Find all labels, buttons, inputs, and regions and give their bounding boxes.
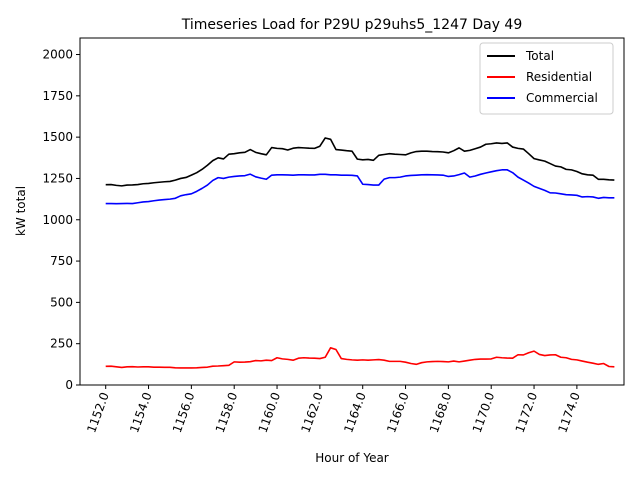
y-axis-label: kW total — [14, 186, 28, 236]
y-tick-label: 500 — [50, 295, 73, 309]
y-tick-label: 1750 — [42, 89, 73, 103]
y-tick-label: 1000 — [42, 213, 73, 227]
legend-label-residential: Residential — [526, 70, 592, 84]
legend-label-total: Total — [525, 49, 554, 63]
legend: Total Residential Commercial — [479, 42, 614, 115]
y-tick-label: 2000 — [42, 48, 73, 62]
series-line-total — [105, 137, 615, 187]
y-tick-label: 1500 — [42, 130, 73, 144]
legend-box — [479, 42, 614, 115]
y-tick-label: 1250 — [42, 171, 73, 185]
x-axis-label: Hour of Year — [315, 451, 389, 465]
y-tick-label: 250 — [50, 337, 73, 351]
y-axis-ticks: 0 250 500 750 1000 1250 1500 1750 2000 — [42, 48, 80, 392]
series-layer — [105, 137, 615, 369]
series-line-commercial — [105, 169, 615, 205]
chart-title: Timeseries Load for P29U p29uhs5_1247 Da… — [181, 17, 523, 33]
axes-frame — [79, 37, 625, 386]
y-tick-label: 0 — [65, 378, 73, 392]
series-line-residential — [105, 347, 615, 369]
y-tick-label: 750 — [50, 254, 73, 268]
legend-label-commercial: Commercial — [526, 91, 598, 105]
